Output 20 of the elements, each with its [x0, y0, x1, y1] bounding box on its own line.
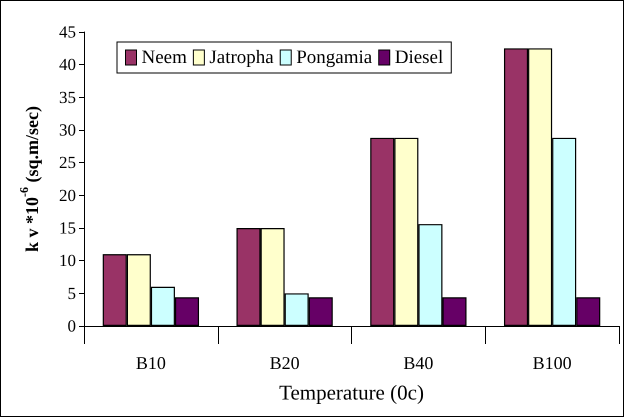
y-tick-label: 45 [59, 22, 76, 42]
y-tick-label: 5 [68, 284, 76, 303]
y-tick-label: 40 [59, 55, 76, 74]
y-tick-label: 25 [59, 153, 76, 172]
y-tick-label: 15 [59, 218, 76, 238]
y-tick-label: 30 [59, 120, 76, 140]
x-tick-label: B40 [403, 353, 434, 373]
y-tick-label: 20 [59, 186, 76, 205]
y-tick-label: 10 [59, 251, 76, 270]
x-tick-label: B10 [136, 353, 166, 373]
y-tick-label: 35 [59, 88, 76, 107]
y-axis-title: k v *10-6 (sq.m/sec) [17, 106, 42, 252]
legend-label: Neem [142, 47, 188, 68]
y-tick-label: 0 [68, 316, 76, 336]
x-axis-title: Temperature (0c) [279, 380, 424, 404]
legend-label: Pongamia [296, 47, 373, 68]
legend-label: Jatropha [209, 47, 274, 68]
x-tick-label: B20 [270, 353, 300, 373]
legend-label: Diesel [394, 47, 444, 68]
x-tick-label: B100 [532, 353, 572, 373]
